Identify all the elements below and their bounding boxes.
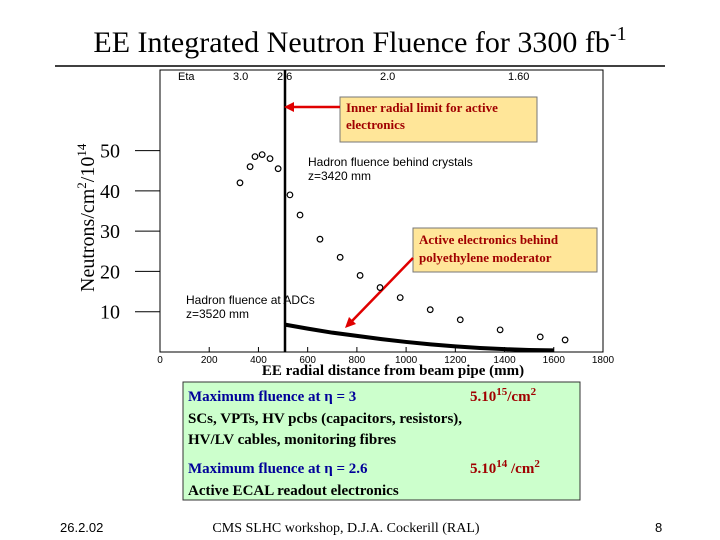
- x-tick-label: 1800: [592, 355, 615, 366]
- x-tick-label: 600: [299, 355, 316, 366]
- x-tick-label: 0: [157, 355, 163, 366]
- eta-label: Eta: [178, 71, 195, 83]
- callout-box: [412, 227, 598, 273]
- data-point: [236, 179, 244, 187]
- summary-line: HV/LV cables, monitoring fibres: [188, 432, 396, 448]
- series-note: z=3420 mm: [308, 169, 371, 183]
- summary-line: SCs, VPTs, HV pcbs (capacitors, resistor…: [188, 411, 462, 427]
- y-label-sup: 2: [74, 182, 89, 189]
- summary-line: Maximum fluence at η = 3: [188, 389, 356, 405]
- eta-label: 1.60: [508, 71, 529, 83]
- y-tick-label: 10: [100, 302, 120, 324]
- x-tick-label: 1200: [444, 355, 467, 366]
- series-label: Hadron fluence behind crystals: [308, 155, 473, 169]
- data-point: [396, 294, 404, 302]
- data-point: [274, 165, 282, 173]
- eta-label: 2.6: [277, 71, 292, 83]
- data-point: [456, 316, 464, 324]
- data-point: [336, 253, 344, 261]
- value-part: /cm: [506, 389, 531, 405]
- slide-title: EE Integrated Neutron Fluence for 3300 f…: [93, 23, 626, 59]
- callout-text: Active electronics behind polyethylene m…: [419, 232, 559, 265]
- title-sup: -1: [610, 23, 627, 45]
- summary: Maximum fluence at η = 3 5.1015/cm2 SCs,…: [188, 386, 540, 499]
- title-text: EE Integrated Neutron Fluence for 3300 f…: [93, 26, 610, 59]
- data-point: [316, 235, 324, 243]
- data-point: [286, 191, 294, 199]
- value-sup: 2: [531, 386, 537, 398]
- y-label-sup: 14: [74, 143, 89, 157]
- y-label-part: Neutrons/cm: [77, 188, 99, 292]
- series-note: z=3520 mm: [186, 307, 249, 321]
- callout: Active electronics behind polyethylene m…: [419, 232, 559, 265]
- footer-event: CMS SLHC workshop, D.J.A. Cockerill (RAL…: [212, 521, 480, 536]
- value-part: 5.10: [470, 389, 496, 405]
- data-point: [251, 153, 259, 161]
- plot-frame: [159, 69, 604, 353]
- arrow-head: [284, 102, 294, 112]
- callout: Inner radial limit for active electronic…: [346, 100, 498, 132]
- x-tick-label: 1600: [543, 355, 566, 366]
- y-tick-label: 50: [100, 141, 120, 163]
- data-point: [258, 151, 266, 159]
- arrow-head: [345, 317, 356, 328]
- series-line: [284, 322, 554, 353]
- value-sup: 14: [496, 458, 508, 470]
- summary-line: Active ECAL readout electronics: [188, 483, 399, 499]
- y-tick-label: 40: [100, 181, 120, 203]
- value-sup: 15: [496, 386, 508, 398]
- x-axis-label: EE radial distance from beam pipe (mm): [262, 363, 524, 379]
- x-tick-label: 400: [250, 355, 267, 366]
- data-point: [561, 336, 569, 344]
- x-tick-label: 1400: [493, 355, 516, 366]
- value-part: 5.10: [470, 461, 496, 477]
- eta-label: 3.0: [233, 71, 248, 83]
- summary-box: [182, 381, 581, 501]
- y-axis-label: Neutrons/cm2/1014: [74, 143, 99, 292]
- callout-text: Inner radial limit for active electronic…: [346, 100, 498, 132]
- callout-box: [339, 96, 538, 143]
- footer-date: 26.2.02: [60, 520, 103, 535]
- data-point: [496, 326, 504, 334]
- summary-line: Maximum fluence at η = 2.6: [188, 461, 368, 477]
- x-tick-label: 800: [349, 355, 366, 366]
- y-tick-label: 20: [100, 261, 120, 283]
- series-label: Hadron fluence at ADCs: [186, 293, 315, 307]
- x-tick-label: 1000: [395, 355, 418, 366]
- footer-page: 8: [655, 520, 662, 535]
- data-point: [266, 155, 274, 163]
- summary-value: 5.1014 /cm2: [470, 458, 540, 477]
- data-point: [426, 306, 434, 314]
- data-point: [356, 272, 364, 279]
- data-point: [376, 284, 384, 291]
- data-point: [296, 211, 304, 219]
- data-point: [536, 333, 544, 341]
- y-label-part: /10: [77, 157, 99, 183]
- y-tick-label: 30: [100, 221, 120, 243]
- value-sup: 2: [534, 458, 540, 470]
- eta-label: 2.0: [380, 71, 395, 83]
- value-part: /cm: [507, 461, 535, 477]
- data-point: [246, 163, 254, 171]
- summary-value: 5.1015/cm2: [470, 386, 537, 405]
- x-tick-label: 200: [201, 355, 218, 366]
